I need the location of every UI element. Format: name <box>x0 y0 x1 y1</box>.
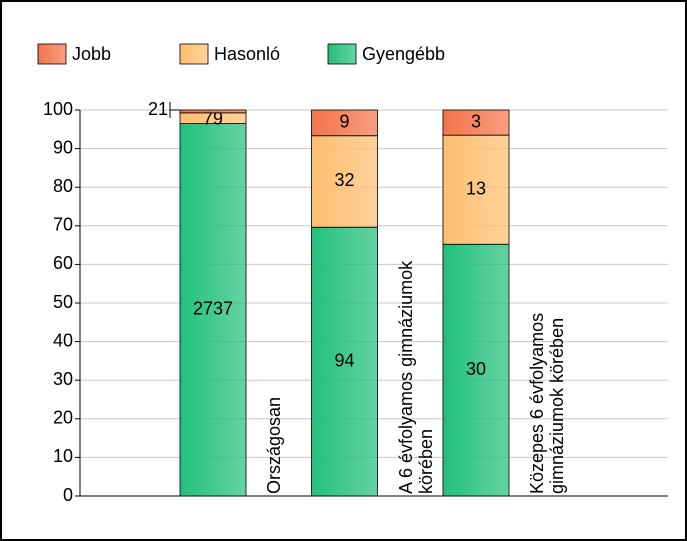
legend-swatch <box>179 43 209 65</box>
data-label: 32 <box>334 170 354 190</box>
y-tick-label: 60 <box>53 253 73 273</box>
bar-segment <box>179 109 247 114</box>
y-tick-label: 30 <box>53 369 73 389</box>
y-tick-label: 100 <box>43 99 73 119</box>
legend-swatch <box>327 43 357 65</box>
y-tick-label: 90 <box>53 137 73 157</box>
data-label: 79 <box>203 109 223 129</box>
bar-segment <box>442 109 510 136</box>
x-tick-label: A 6 évfolyamos gimnáziumok körében <box>395 260 436 494</box>
x-tick-label: Közepes 6 évfolyamos gimnáziumok körében <box>527 312 567 494</box>
bar-segment <box>311 135 378 228</box>
data-label: 3 <box>471 111 481 131</box>
legend-label: Jobb <box>72 44 111 64</box>
y-tick-label: 70 <box>53 215 73 235</box>
y-tick-label: 0 <box>63 485 73 505</box>
data-label: 13 <box>466 178 486 198</box>
bar-segment <box>442 134 510 245</box>
data-label: 9 <box>339 112 349 132</box>
y-tick-label: 10 <box>53 446 73 466</box>
bar-segment <box>311 226 378 497</box>
bar-segment <box>311 109 378 137</box>
bar-segment <box>179 123 247 497</box>
data-label: 2737 <box>193 299 233 319</box>
legend-label: Hasonló <box>214 44 280 64</box>
data-label: 94 <box>334 350 354 370</box>
legend-label: Gyengébb <box>362 44 445 64</box>
y-tick-label: 80 <box>53 176 73 196</box>
y-tick-label: 20 <box>53 408 73 428</box>
data-label: 21 <box>148 99 168 119</box>
legend-swatch <box>37 43 67 65</box>
y-tick-label: 40 <box>53 330 73 350</box>
x-tick-label: Országosan <box>264 396 284 494</box>
y-tick-label: 50 <box>53 292 73 312</box>
data-label: 30 <box>466 359 486 379</box>
bar-segment <box>442 243 510 497</box>
